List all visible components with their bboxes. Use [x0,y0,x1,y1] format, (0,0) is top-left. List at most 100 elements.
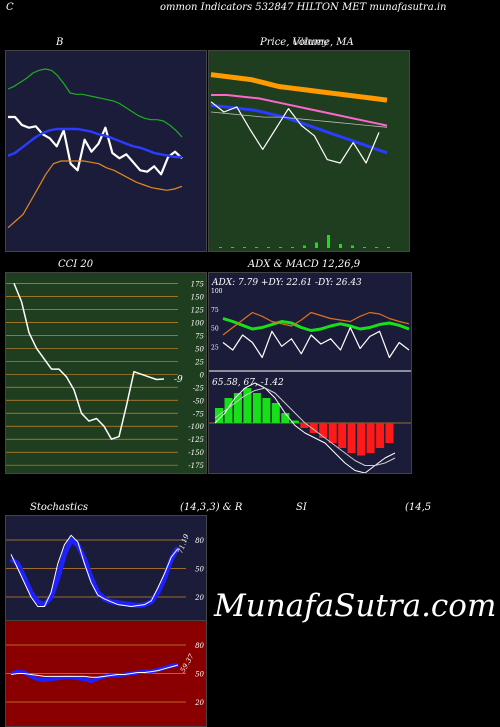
price-chart [208,50,410,252]
price-panel-legend-overlap: Ulimey [292,37,328,48]
stoch-tick-label: 50 [195,566,204,574]
stoch-tick-label: 20 [194,594,204,602]
rsi-tick-label: 50 [195,671,204,679]
adx-values-text: ADX: 7.79 +DY: 22.61 -DY: 26.43 [211,278,362,288]
cci-tick-label: 150 [191,293,205,301]
rsi-chart: 80 50 20 59.37 [5,620,207,727]
macd-hist-bar [347,423,356,453]
rsi-line [10,663,179,684]
stoch-last-value: 71.19 [176,533,191,555]
macd-values-text: 65.58, 67, -1.42 [212,378,284,388]
macd-hist-bar [271,403,280,423]
macd-hist-bar [262,398,271,423]
macd-hist-bar [376,423,385,448]
volume-bar [279,247,282,248]
cci-tick-label: -150 [188,449,204,457]
price-series-2 [210,103,388,155]
macd-hist-bar [300,423,309,428]
volume-bar [255,247,258,248]
volume-bar [315,242,318,248]
macd-hist-bar [281,413,290,423]
volume-bar [375,247,378,248]
bollinger-series-0 [7,68,183,138]
volume-bar [267,247,270,248]
price-panel-title: Price, Volume, MA [260,37,354,48]
adx-tick-label: 50 [211,326,219,333]
macd-hist-bar [319,423,328,438]
volume-bar [291,247,294,248]
macd-line-1 [214,387,396,466]
bollinger-series-2 [7,127,182,159]
volume-bar [219,247,222,248]
stoch-d-line [10,534,179,607]
cci-tick-label: -100 [188,423,204,431]
cci-tick-label: -25 [193,384,205,392]
volume-bar [351,245,354,248]
cci-tick-label: -125 [188,436,204,444]
rsi-ma-line [10,664,179,678]
cci-chart: 175 150 125 100 75 50 25 0 -25 -50 -75 -100 -125 -150… [5,272,207,474]
header-left-char: C [6,2,14,13]
macd-hist-bar [224,398,233,423]
price-series-1 [211,94,388,127]
volume-bar [339,244,342,248]
volume-bar [303,245,306,248]
stoch-title-left: Stochastics [30,502,88,513]
volume-bar [231,247,234,248]
adx-series-0 [222,317,410,332]
bollinger-label: B [56,37,64,48]
bollinger-chart [5,50,207,252]
cci-tick-label: 175 [191,280,205,288]
cci-tick-label: 0 [200,371,205,379]
rsi-tick-label: 80 [195,642,204,650]
macd-hist-bar [233,393,242,423]
cci-tick-label: -75 [193,410,205,418]
watermark: MunafaSutra.com [214,588,497,624]
cci-tick-label: -175 [188,462,204,470]
adx-tick-label: 75 [211,307,219,314]
rsi-last-value: 59.37 [179,652,196,674]
price-aux-line [210,111,388,128]
stoch-tick-label: 80 [195,537,204,545]
adx-series-1 [222,311,410,336]
rsi-tick-label: 20 [194,699,204,707]
stoch-k-line [9,537,181,608]
cci-line [13,283,165,440]
cci-title: CCI 20 [58,259,94,270]
macd-hist-bar [385,423,394,443]
cci-last-value: -9 [174,375,183,385]
volume-bar [327,235,330,248]
volume-bar [363,247,366,248]
macd-hist-bar [328,423,337,443]
price-series-3 [210,101,380,164]
cci-tick-label: 75 [195,332,204,340]
macd-hist-bar [309,423,318,433]
stoch-title-si: SI [296,502,307,513]
macd-hist-bar [243,388,252,423]
cci-tick-label: 25 [194,358,204,366]
bollinger-series-1 [8,115,183,176]
adx-macd-title: ADX & MACD 12,26,9 [248,259,361,270]
page-title: ommon Indicators 532847 HILTON MET munaf… [160,2,447,13]
adx-tick-label: 25 [211,344,219,351]
volume-bar [387,247,390,248]
macd-hist-bar [357,423,366,456]
macd-hist-bar [338,423,347,448]
adx-series-2 [222,326,410,359]
stoch-title-mid: (14,3,3) & R [180,502,243,513]
macd-hist-bar [366,423,375,453]
stoch-title-right: (14,5 [405,502,432,513]
cci-tick-label: 100 [191,319,205,327]
cci-tick-label: -50 [193,397,205,405]
cci-tick-label: 125 [191,306,205,314]
bollinger-series-3 [7,160,183,229]
adx-tick-label: 100 [211,288,223,295]
macd-line-0 [214,382,396,473]
volume-bar [243,247,246,248]
price-series-0 [210,72,388,103]
macd-hist-bar [290,420,299,423]
cci-tick-label: 50 [195,345,204,353]
adx-macd-chart: 100 75 50 25 ADX: 7.79 +DY: 22.61 -DY: 26.43… [208,272,412,474]
stochastics-chart: 80 50 20 71.19 [5,515,207,622]
macd-hist-bar [252,393,261,423]
